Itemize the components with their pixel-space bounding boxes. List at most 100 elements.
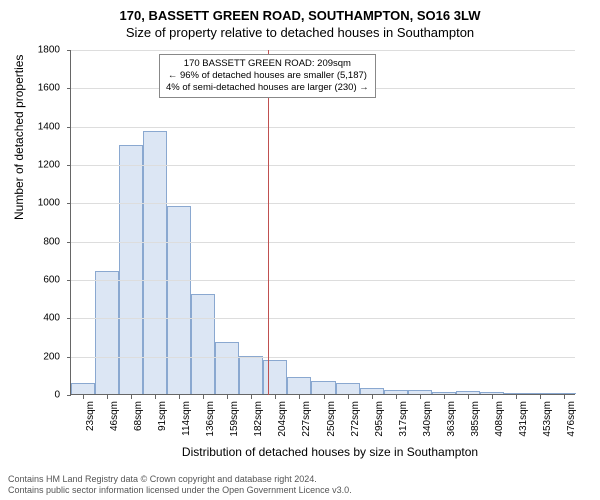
annotation-line-1: 170 BASSETT GREEN ROAD: 209sqm bbox=[166, 58, 369, 70]
ytick-label: 200 bbox=[20, 351, 60, 362]
plot-area: 170 BASSETT GREEN ROAD: 209sqm ← 96% of … bbox=[70, 50, 575, 395]
histogram-bar bbox=[336, 383, 360, 394]
xtick-label: 68sqm bbox=[133, 401, 144, 431]
histogram-bar bbox=[432, 392, 456, 394]
ytick-mark bbox=[67, 165, 71, 166]
histogram-bar bbox=[239, 356, 263, 394]
gridline bbox=[71, 203, 575, 204]
histogram-bar bbox=[263, 360, 287, 395]
xtick-mark bbox=[275, 395, 276, 399]
histogram-bar bbox=[480, 392, 504, 394]
xtick-label: 431sqm bbox=[518, 401, 529, 437]
histogram-bar bbox=[528, 393, 552, 394]
annotation-line-3: 4% of semi-detached houses are larger (2… bbox=[166, 82, 369, 94]
xtick-label: 114sqm bbox=[181, 401, 192, 436]
histogram-bar bbox=[143, 131, 167, 394]
ytick-label: 1000 bbox=[20, 198, 60, 209]
xtick-label: 182sqm bbox=[253, 401, 264, 437]
histogram-bar bbox=[191, 294, 215, 394]
ytick-mark bbox=[67, 395, 71, 396]
chart-title-main: 170, BASSETT GREEN ROAD, SOUTHAMPTON, SO… bbox=[0, 0, 600, 23]
ytick-label: 600 bbox=[20, 275, 60, 286]
histogram-bar bbox=[408, 390, 432, 394]
xtick-label: 408sqm bbox=[494, 401, 505, 437]
reference-line bbox=[268, 50, 269, 395]
xtick-mark bbox=[131, 395, 132, 399]
ytick-mark bbox=[67, 127, 71, 128]
ytick-mark bbox=[67, 88, 71, 89]
xtick-label: 227sqm bbox=[301, 401, 312, 437]
gridline bbox=[71, 318, 575, 319]
xtick-mark bbox=[396, 395, 397, 399]
xtick-mark bbox=[299, 395, 300, 399]
xtick-mark bbox=[540, 395, 541, 399]
ytick-label: 400 bbox=[20, 313, 60, 324]
chart-title-sub: Size of property relative to detached ho… bbox=[0, 23, 600, 40]
gridline bbox=[71, 242, 575, 243]
histogram-bar bbox=[360, 388, 384, 394]
gridline bbox=[71, 280, 575, 281]
xtick-mark bbox=[83, 395, 84, 399]
xtick-label: 272sqm bbox=[350, 401, 361, 437]
ytick-mark bbox=[67, 50, 71, 51]
histogram-bar bbox=[384, 390, 408, 394]
ytick-mark bbox=[67, 318, 71, 319]
histogram-bar bbox=[95, 271, 119, 394]
xtick-label: 340sqm bbox=[422, 401, 433, 437]
ytick-label: 1600 bbox=[20, 83, 60, 94]
xtick-mark bbox=[324, 395, 325, 399]
xtick-mark bbox=[444, 395, 445, 399]
histogram-bar bbox=[287, 377, 311, 394]
ytick-mark bbox=[67, 357, 71, 358]
ytick-mark bbox=[67, 242, 71, 243]
xtick-mark bbox=[203, 395, 204, 399]
xtick-mark bbox=[468, 395, 469, 399]
footer-line-1: Contains HM Land Registry data © Crown c… bbox=[8, 474, 352, 485]
histogram-bar bbox=[167, 206, 191, 394]
histogram-bar bbox=[311, 381, 335, 394]
ytick-label: 1400 bbox=[20, 121, 60, 132]
xtick-label: 23sqm bbox=[85, 401, 96, 431]
xtick-label: 363sqm bbox=[446, 401, 457, 437]
histogram-bar bbox=[215, 342, 239, 394]
xtick-label: 46sqm bbox=[109, 401, 120, 431]
ytick-label: 1200 bbox=[20, 160, 60, 171]
xtick-mark bbox=[348, 395, 349, 399]
xtick-mark bbox=[372, 395, 373, 399]
xtick-label: 159sqm bbox=[229, 401, 240, 437]
ytick-label: 1800 bbox=[20, 45, 60, 56]
y-axis-label: Number of detached properties bbox=[12, 55, 26, 220]
gridline bbox=[71, 357, 575, 358]
xtick-label: 91sqm bbox=[157, 401, 168, 431]
xtick-label: 453sqm bbox=[542, 401, 553, 437]
xtick-label: 295sqm bbox=[374, 401, 385, 437]
xtick-mark bbox=[516, 395, 517, 399]
histogram-bar bbox=[456, 391, 480, 394]
gridline bbox=[71, 50, 575, 51]
xtick-label: 385sqm bbox=[470, 401, 481, 437]
histogram-bar bbox=[504, 393, 528, 394]
xtick-label: 204sqm bbox=[277, 401, 288, 437]
ytick-mark bbox=[67, 280, 71, 281]
xtick-mark bbox=[564, 395, 565, 399]
ytick-label: 0 bbox=[20, 390, 60, 401]
gridline bbox=[71, 127, 575, 128]
xtick-mark bbox=[251, 395, 252, 399]
xtick-mark bbox=[420, 395, 421, 399]
xtick-label: 250sqm bbox=[326, 401, 337, 437]
annotation-box: 170 BASSETT GREEN ROAD: 209sqm ← 96% of … bbox=[159, 54, 376, 98]
xtick-label: 136sqm bbox=[205, 401, 216, 437]
annotation-line-2: ← 96% of detached houses are smaller (5,… bbox=[166, 70, 369, 82]
xtick-mark bbox=[227, 395, 228, 399]
histogram-bar bbox=[71, 383, 95, 395]
xtick-mark bbox=[107, 395, 108, 399]
gridline bbox=[71, 165, 575, 166]
ytick-label: 800 bbox=[20, 236, 60, 247]
ytick-mark bbox=[67, 203, 71, 204]
histogram-bar bbox=[552, 393, 576, 394]
footer-text: Contains HM Land Registry data © Crown c… bbox=[8, 474, 352, 496]
xtick-label: 317sqm bbox=[398, 401, 409, 437]
x-axis-label: Distribution of detached houses by size … bbox=[30, 445, 600, 459]
xtick-mark bbox=[155, 395, 156, 399]
xtick-mark bbox=[179, 395, 180, 399]
